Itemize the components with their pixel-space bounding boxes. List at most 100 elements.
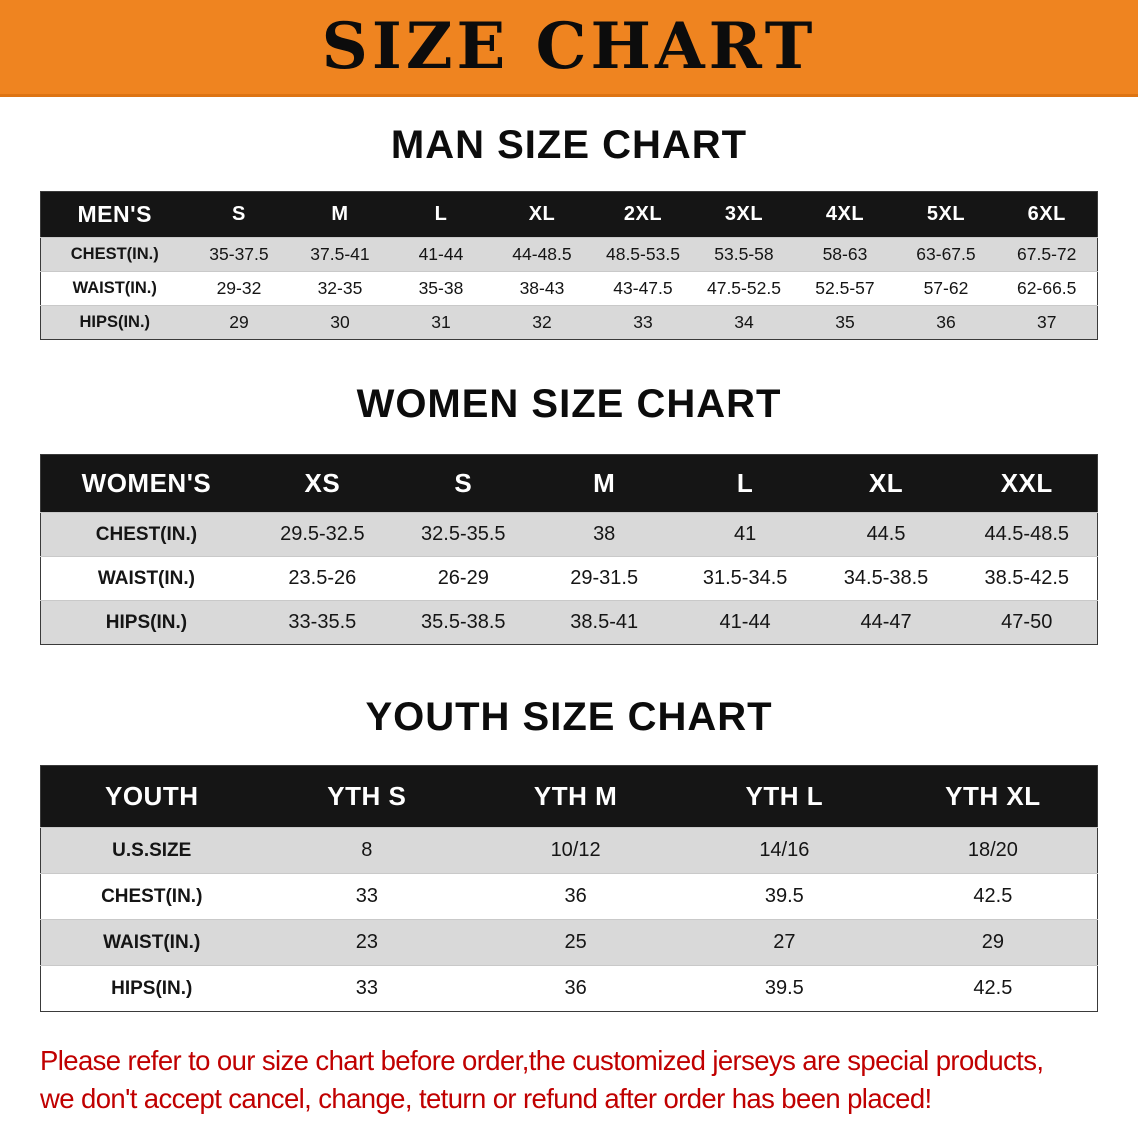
youth-size-table: YOUTH YTH S YTH M YTH L YTH XL U.S.SIZE 8 10/12…	[40, 765, 1098, 1012]
size-value-cell: 25	[471, 919, 680, 966]
table-title-cell: WOMEN'S	[40, 454, 252, 513]
size-column-header: L	[390, 191, 492, 238]
size-value-cell: 34	[693, 305, 795, 340]
size-value-cell: 57-62	[895, 271, 997, 306]
size-value-cell: 58-63	[794, 237, 896, 272]
size-value-cell: 52.5-57	[794, 271, 896, 306]
size-value-cell: 44-47	[815, 600, 957, 645]
size-value-cell: 35-38	[390, 271, 492, 306]
table-header-row: YOUTH YTH S YTH M YTH L YTH XL	[40, 765, 1098, 828]
row-label-cell: WAIST(IN.)	[40, 271, 189, 306]
size-value-cell: 44.5-48.5	[956, 512, 1098, 557]
size-value-cell: 43-47.5	[592, 271, 694, 306]
size-column-header: 5XL	[895, 191, 997, 238]
size-value-cell: 33-35.5	[251, 600, 393, 645]
size-value-cell: 37.5-41	[289, 237, 391, 272]
size-value-cell: 23.5-26	[251, 556, 393, 601]
size-column-header: XXL	[956, 454, 1098, 513]
size-value-cell: 36	[471, 965, 680, 1012]
size-value-cell: 44-48.5	[491, 237, 593, 272]
size-value-cell: 8	[262, 827, 472, 874]
measurement-row: CHEST(IN.) 29.5-32.5 32.5-35.5 38 41 44.5 44.5…	[40, 512, 1098, 557]
womens-size-table: WOMEN'S XS S M L XL XXL CHEST(IN.) 29.5-32.5 32.5…	[40, 454, 1098, 645]
size-value-cell: 32	[491, 305, 593, 340]
row-label-cell: CHEST(IN.)	[40, 873, 263, 920]
size-value-cell: 44.5	[815, 512, 957, 557]
size-column-header: XL	[491, 191, 593, 238]
size-value-cell: 67.5-72	[996, 237, 1098, 272]
size-value-cell: 29-32	[188, 271, 290, 306]
size-value-cell: 34.5-38.5	[815, 556, 957, 601]
row-label-cell: HIPS(IN.)	[40, 305, 189, 340]
size-value-cell: 39.5	[679, 965, 889, 1012]
size-value-cell: 10/12	[471, 827, 680, 874]
size-value-cell: 47-50	[956, 600, 1098, 645]
size-column-header: XL	[815, 454, 957, 513]
banner-title: SIZE CHART	[321, 9, 817, 84]
size-value-cell: 32-35	[289, 271, 391, 306]
size-column-header: 6XL	[996, 191, 1098, 238]
size-value-cell: 38.5-42.5	[956, 556, 1098, 601]
disclaimer-line-1: Please refer to our size chart before or…	[40, 1045, 1044, 1076]
table-header-row: WOMEN'S XS S M L XL XXL	[40, 454, 1098, 513]
row-label-cell: CHEST(IN.)	[40, 237, 189, 272]
size-value-cell: 29.5-32.5	[251, 512, 393, 557]
size-column-header: M	[533, 454, 675, 513]
size-column-header: L	[674, 454, 816, 513]
size-value-cell: 23	[262, 919, 472, 966]
women-size-section: WOMEN SIZE CHART WOMEN'S XS S M L XL XXL CHEST(…	[0, 384, 1138, 645]
youth-section-heading: YOUTH SIZE CHART	[365, 695, 773, 739]
size-value-cell: 35.5-38.5	[392, 600, 534, 645]
size-value-cell: 33	[592, 305, 694, 340]
measurement-row: CHEST(IN.) 33 36 39.5 42.5	[40, 873, 1098, 920]
row-label-cell: U.S.SIZE	[40, 827, 263, 874]
measurement-row: U.S.SIZE 8 10/12 14/16 18/20	[40, 827, 1098, 874]
size-column-header: 2XL	[592, 191, 694, 238]
size-value-cell: 36	[895, 305, 997, 340]
size-value-cell: 42.5	[888, 965, 1098, 1012]
measurement-row: WAIST(IN.) 23.5-26 26-29 29-31.5 31.5-34.5 34…	[40, 556, 1098, 601]
size-value-cell: 31.5-34.5	[674, 556, 816, 601]
size-value-cell: 38	[533, 512, 675, 557]
measurement-row: WAIST(IN.) 23 25 27 29	[40, 919, 1098, 966]
size-value-cell: 30	[289, 305, 391, 340]
row-label-cell: WAIST(IN.)	[40, 919, 263, 966]
size-column-header: YTH XL	[888, 765, 1098, 828]
size-value-cell: 29	[188, 305, 290, 340]
youth-size-section: YOUTH SIZE CHART YOUTH YTH S YTH M YTH L YTH…	[0, 697, 1138, 1012]
size-value-cell: 14/16	[679, 827, 889, 874]
size-chart-banner: SIZE CHART	[0, 0, 1138, 97]
size-column-header: YTH M	[471, 765, 680, 828]
disclaimer-line-2: we don't accept cancel, change, teturn o…	[40, 1082, 932, 1114]
women-section-heading: WOMEN SIZE CHART	[356, 382, 782, 426]
measurement-row: WAIST(IN.) 29-32 32-35 35-38 38-43 43-47.5 47.…	[40, 271, 1098, 306]
size-column-header: XS	[251, 454, 393, 513]
size-value-cell: 35-37.5	[188, 237, 290, 272]
size-value-cell: 62-66.5	[996, 271, 1098, 306]
size-value-cell: 29-31.5	[533, 556, 675, 601]
size-value-cell: 33	[262, 965, 472, 1012]
size-value-cell: 41	[674, 512, 816, 557]
size-value-cell: 31	[390, 305, 492, 340]
size-value-cell: 53.5-58	[693, 237, 795, 272]
size-column-header: YTH L	[679, 765, 889, 828]
size-column-header: 3XL	[693, 191, 795, 238]
size-value-cell: 48.5-53.5	[592, 237, 694, 272]
size-value-cell: 63-67.5	[895, 237, 997, 272]
row-label-cell: CHEST(IN.)	[40, 512, 252, 557]
size-value-cell: 26-29	[392, 556, 534, 601]
measurement-row: CHEST(IN.) 35-37.5 37.5-41 41-44 44-48.5 48.5…	[40, 237, 1098, 272]
size-value-cell: 39.5	[679, 873, 889, 920]
measurement-row: HIPS(IN.) 33-35.5 35.5-38.5 38.5-41 41-44 44-…	[40, 600, 1098, 645]
size-value-cell: 41-44	[390, 237, 492, 272]
size-value-cell: 27	[679, 919, 889, 966]
man-size-section: MAN SIZE CHART MEN'S S M L XL 2XL 3XL 4XL 5XL 6XL…	[0, 125, 1138, 340]
size-column-header: YTH S	[262, 765, 472, 828]
size-value-cell: 37	[996, 305, 1098, 340]
table-title-cell: MEN'S	[40, 191, 189, 238]
size-value-cell: 41-44	[674, 600, 816, 645]
row-label-cell: HIPS(IN.)	[40, 600, 252, 645]
size-value-cell: 18/20	[888, 827, 1098, 874]
size-column-header: S	[188, 191, 290, 238]
size-column-header: S	[392, 454, 534, 513]
